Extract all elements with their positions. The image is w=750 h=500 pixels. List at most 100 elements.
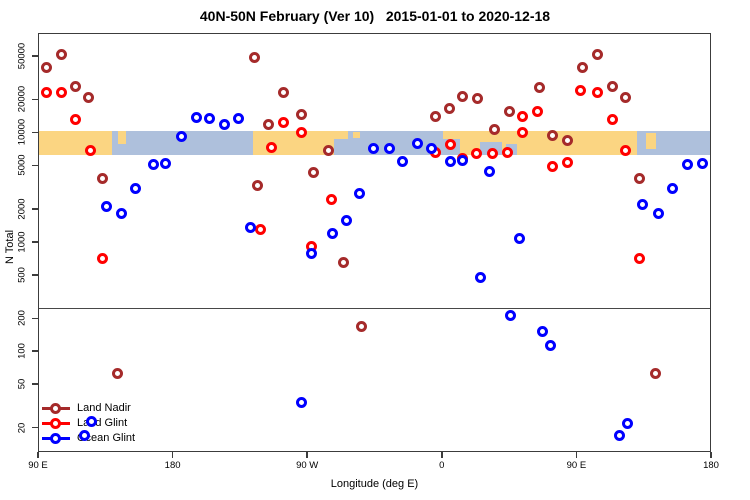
data-point-ocean-glint [116,207,128,219]
data-point-ocean-glint [129,182,141,194]
data-point-ocean-glint [383,143,395,155]
legend-label: Ocean Glint [77,432,136,444]
data-point-land-glint [575,85,587,97]
data-point-land-nadir [277,87,289,99]
data-point-land-glint [69,114,81,126]
data-point-land-glint [561,157,573,169]
data-point-ocean-glint [327,227,339,239]
y-tick-mark [32,274,38,276]
data-point-ocean-glint [636,198,648,210]
y-tick-mark [32,426,38,429]
data-point-ocean-glint [666,182,678,194]
data-point-land-nadir [249,52,261,64]
plot-area [38,33,711,452]
data-point-land-nadir [576,62,588,74]
y-tick-mark [32,98,38,101]
data-point-ocean-glint [159,157,171,169]
data-point-ocean-glint [457,154,469,166]
data-point-land-nadir [111,367,123,379]
data-point-ocean-glint [696,157,708,169]
data-point-land-nadir [56,49,68,61]
y-tick-mark [32,208,38,210]
map-island [333,131,349,140]
data-point-land-nadir [443,102,455,114]
data-point-land-glint [606,114,618,126]
map-island [352,132,361,139]
data-point-ocean-glint [244,222,256,234]
data-point-ocean-glint [219,119,231,131]
data-point-land-nadir [650,368,662,380]
y-tick-label: 5000 [16,154,28,176]
data-point-ocean-glint [621,417,633,429]
data-point-land-glint [265,141,277,153]
data-point-ocean-glint [545,339,557,351]
y-tick-label: 2000 [16,198,28,220]
data-point-land-glint [517,126,529,138]
chart-title: 40N-50N February (Ver 10) 2015-01-01 to … [199,8,551,24]
data-point-land-glint [325,193,337,205]
data-point-ocean-glint [354,188,366,200]
y-tick-label: 50000 [16,42,28,70]
data-point-ocean-glint [681,158,693,170]
data-point-land-glint [255,223,267,235]
x-tick-label: 180 [703,460,719,471]
data-point-ocean-glint [425,142,437,154]
y-tick-label: 200 [16,310,28,327]
legend-ring-icon [50,433,61,444]
map-island [645,133,656,150]
y-tick-mark [32,317,38,320]
data-point-ocean-glint [445,156,457,168]
legend-marker [42,403,70,414]
data-point-land-glint [502,146,514,158]
data-point-land-nadir [633,172,645,184]
data-point-land-nadir [457,90,469,102]
data-point-ocean-glint [340,215,352,227]
y-tick-mark [32,350,38,352]
x-tick-mark [306,452,308,458]
x-axis-label: Longitude (deg E) [330,478,419,490]
x-tick-label: 90 E [566,460,587,471]
data-point-land-glint [591,87,603,99]
data-point-land-glint [295,127,307,139]
data-point-land-nadir [69,81,81,93]
data-point-land-nadir [430,110,442,122]
data-point-ocean-glint [306,247,318,259]
y-tick-label: 100 [16,343,28,360]
data-point-ocean-glint [484,166,496,178]
reference-line [38,307,711,309]
x-tick-label: 180 [164,460,181,471]
data-point-land-nadir [96,172,108,184]
data-point-land-glint [546,160,558,172]
map-land-segment [38,131,113,156]
data-point-ocean-glint [653,207,665,219]
y-tick-mark [32,164,38,167]
chart-legend: Land Nadir Land Glint Ocean Glint [42,401,135,446]
data-point-ocean-glint [101,201,113,213]
data-point-land-glint [633,253,645,265]
data-point-ocean-glint [78,429,90,441]
legend-item-ocean-glint: Ocean Glint [42,431,135,446]
data-point-land-nadir [561,134,573,146]
data-point-land-glint [487,148,499,160]
y-tick-label: 20000 [16,86,28,113]
y-tick-label: 20 [16,422,28,434]
data-point-land-glint [517,110,529,122]
data-point-ocean-glint [176,130,188,142]
data-point-ocean-glint [536,326,548,338]
data-point-land-glint [41,87,53,99]
legend-item-land-nadir: Land Nadir [42,401,135,416]
x-tick-label: 90 E [28,460,48,471]
map-island [118,131,126,145]
data-point-land-nadir [337,256,349,268]
x-tick-mark [171,452,174,458]
x-tick-mark [575,452,578,458]
data-point-ocean-glint [475,271,487,283]
data-point-ocean-glint [147,159,159,171]
y-axis-label: N Total [4,229,16,265]
legend-label: Land Glint [77,417,128,429]
data-point-ocean-glint [191,112,203,124]
data-point-land-nadir [591,49,603,61]
data-point-land-glint [96,252,108,264]
x-tick-mark [37,452,39,458]
data-point-land-nadir [546,130,558,142]
